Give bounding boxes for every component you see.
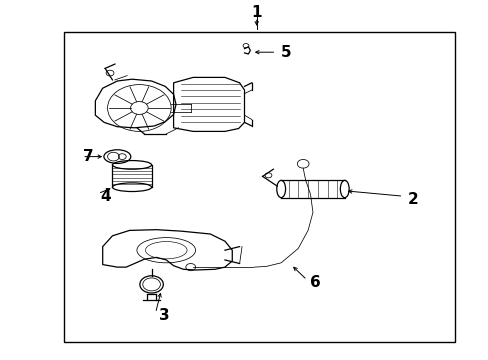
Text: 4: 4 xyxy=(100,189,110,204)
Text: 1: 1 xyxy=(251,5,262,20)
Text: 3: 3 xyxy=(158,307,169,323)
Bar xyxy=(63,32,454,342)
Text: 6: 6 xyxy=(309,275,320,290)
Text: 5: 5 xyxy=(280,45,291,60)
Text: 7: 7 xyxy=(82,149,93,164)
Text: 2: 2 xyxy=(407,192,418,207)
